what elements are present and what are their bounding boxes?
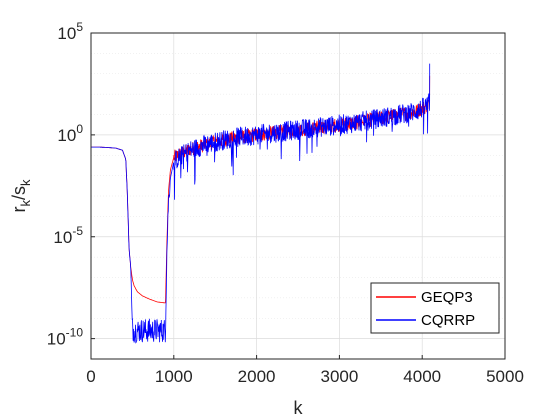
legend: GEQP3 CQRRP bbox=[370, 282, 500, 334]
legend-label-cqrrp: CQRRP bbox=[421, 312, 475, 329]
legend-label-geqp3: GEQP3 bbox=[421, 289, 473, 306]
x-tick-label: 0 bbox=[86, 367, 95, 386]
series-lines bbox=[91, 63, 431, 344]
y-tick-label: 100 bbox=[57, 122, 83, 145]
x-tick-label: 5000 bbox=[486, 367, 524, 386]
x-axis-label: k bbox=[294, 398, 304, 418]
y-tick-label: 10-5 bbox=[53, 224, 83, 247]
ticks: 0 1000 2000 3000 4000 5000 105 100 10-5 10-10 bbox=[47, 20, 524, 386]
x-tick-label: 1000 bbox=[155, 367, 193, 386]
x-tick-label: 3000 bbox=[320, 367, 358, 386]
y-tick-label: 105 bbox=[57, 20, 83, 43]
series-line-cqrrp bbox=[91, 63, 431, 344]
legend-box bbox=[370, 282, 500, 334]
x-tick-label: 4000 bbox=[403, 367, 441, 386]
y-axis-label: rk/sk bbox=[9, 179, 33, 213]
x-tick-label: 2000 bbox=[238, 367, 276, 386]
plot-frame bbox=[90, 32, 506, 360]
y-tick-label: 10-10 bbox=[47, 326, 84, 349]
